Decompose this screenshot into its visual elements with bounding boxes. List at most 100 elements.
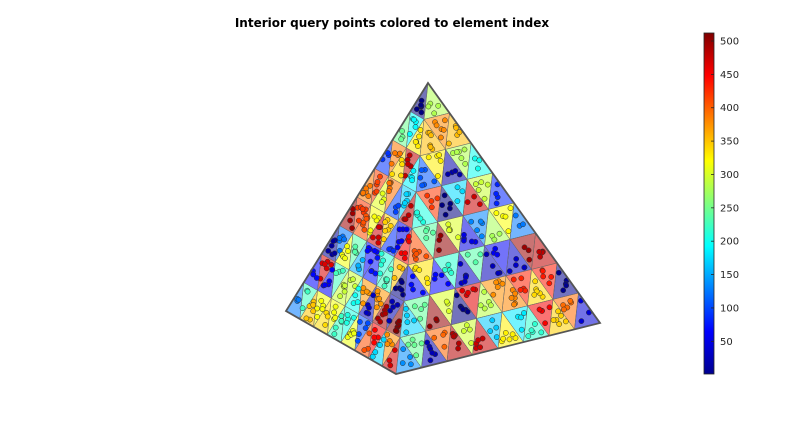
query-point	[459, 287, 466, 294]
query-point	[388, 160, 395, 167]
query-point	[369, 353, 376, 360]
query-point	[380, 336, 387, 343]
query-point	[394, 244, 401, 251]
query-point	[472, 181, 479, 187]
colorbar-tick-label: 250	[720, 203, 739, 214]
query-point	[431, 276, 438, 282]
query-point	[521, 310, 527, 316]
query-point	[464, 251, 471, 258]
query-point	[474, 227, 480, 234]
query-point	[455, 340, 462, 347]
query-point	[457, 261, 464, 267]
query-point	[337, 293, 343, 300]
query-point	[434, 173, 441, 179]
query-point	[431, 110, 438, 117]
query-point	[408, 281, 415, 288]
query-point	[522, 287, 529, 294]
query-point	[345, 248, 351, 254]
query-point	[548, 274, 555, 280]
colorbar: 50 100 150 200 250 300 350 400 450 500	[703, 32, 739, 375]
query-point	[563, 282, 570, 289]
query-point	[399, 161, 405, 168]
query-point	[331, 250, 338, 257]
query-point	[436, 152, 443, 158]
query-point	[493, 279, 499, 286]
query-point	[428, 132, 434, 139]
query-point	[493, 200, 500, 207]
query-point	[425, 154, 432, 161]
query-point	[403, 329, 410, 336]
query-point	[440, 331, 447, 338]
query-point	[436, 247, 442, 253]
query-point	[395, 202, 402, 209]
query-point	[410, 168, 417, 174]
query-point	[491, 236, 498, 243]
query-point	[380, 236, 387, 243]
query-point	[329, 266, 336, 273]
query-point	[386, 317, 392, 324]
query-point	[362, 325, 369, 331]
query-point	[536, 248, 543, 255]
query-point	[371, 334, 378, 341]
query-point	[354, 337, 361, 344]
query-point	[417, 127, 424, 133]
query-point	[416, 133, 422, 140]
query-point	[494, 251, 501, 258]
chart-title: Interior query points colored to element…	[235, 16, 550, 30]
query-point	[421, 301, 428, 308]
query-point	[379, 199, 385, 205]
query-point	[401, 255, 408, 262]
query-point	[366, 330, 373, 337]
query-point	[403, 306, 409, 312]
query-point	[445, 280, 451, 287]
query-point	[413, 352, 420, 359]
query-point	[409, 177, 415, 184]
query-point	[466, 326, 473, 333]
query-point	[342, 255, 348, 262]
query-point	[431, 178, 438, 185]
query-point	[518, 314, 524, 321]
query-point	[435, 102, 442, 109]
colorbar-tick-label: 300	[720, 170, 739, 181]
query-point	[471, 193, 477, 200]
query-point	[441, 343, 448, 350]
query-point	[399, 128, 405, 134]
query-point	[424, 339, 431, 346]
query-point	[475, 337, 481, 343]
query-point	[392, 150, 398, 156]
query-point	[464, 308, 471, 315]
query-point	[299, 305, 306, 312]
query-point	[375, 239, 382, 246]
query-point	[468, 238, 475, 245]
query-point	[377, 270, 383, 277]
query-point	[355, 217, 362, 224]
query-point	[477, 344, 484, 351]
query-point	[410, 286, 416, 293]
query-point	[402, 216, 409, 223]
query-point	[512, 212, 519, 219]
query-point	[560, 287, 567, 294]
query-point	[481, 305, 488, 312]
query-point	[481, 289, 488, 295]
query-point	[403, 191, 410, 198]
query-point	[433, 316, 440, 322]
query-point	[417, 315, 424, 322]
colorbar-tick-label: 400	[720, 103, 739, 114]
query-point	[425, 103, 432, 110]
query-point	[438, 272, 445, 279]
query-point	[484, 181, 491, 188]
query-point	[513, 262, 519, 268]
query-point	[440, 127, 447, 133]
query-point	[445, 171, 451, 178]
query-point	[454, 198, 461, 204]
colorbar-tick-label: 350	[720, 137, 739, 148]
query-point	[465, 289, 471, 296]
query-point	[499, 280, 506, 287]
query-point	[413, 251, 420, 257]
query-point	[496, 230, 503, 237]
query-point	[321, 261, 328, 268]
query-point	[373, 188, 380, 195]
query-point	[506, 268, 513, 274]
query-point	[366, 304, 372, 311]
query-point	[500, 335, 507, 342]
